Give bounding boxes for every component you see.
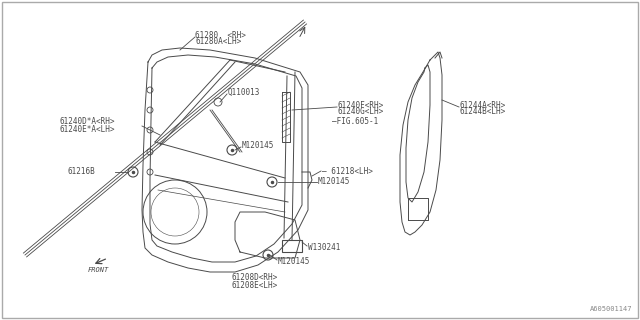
Text: 61240E*A<LH>: 61240E*A<LH> (60, 124, 115, 133)
Text: M120145: M120145 (318, 178, 350, 187)
Text: 61244A<RH>: 61244A<RH> (460, 100, 506, 109)
Text: — 61218<LH>: — 61218<LH> (322, 167, 373, 177)
Text: 61208D<RH>: 61208D<RH> (232, 274, 278, 283)
Text: 61240D*A<RH>: 61240D*A<RH> (60, 117, 115, 126)
Text: M120145: M120145 (278, 258, 310, 267)
Text: FRONT: FRONT (88, 267, 109, 273)
Text: 61280A<LH>: 61280A<LH> (195, 37, 241, 46)
Text: 61240G<LH>: 61240G<LH> (338, 108, 384, 116)
Text: 61244B<LH>: 61244B<LH> (460, 108, 506, 116)
Bar (282, 240, 302, 252)
Text: 61208E<LH>: 61208E<LH> (232, 281, 278, 290)
Text: —FIG.605-1: —FIG.605-1 (332, 117, 378, 126)
Text: 61240F<RH>: 61240F<RH> (338, 100, 384, 109)
Text: W130241: W130241 (308, 244, 340, 252)
Text: 61280  <RH>: 61280 <RH> (195, 30, 246, 39)
Text: 61216B: 61216B (68, 167, 96, 177)
Text: A605001147: A605001147 (589, 306, 632, 312)
Text: M120145: M120145 (242, 140, 275, 149)
Text: Q110013: Q110013 (228, 87, 260, 97)
